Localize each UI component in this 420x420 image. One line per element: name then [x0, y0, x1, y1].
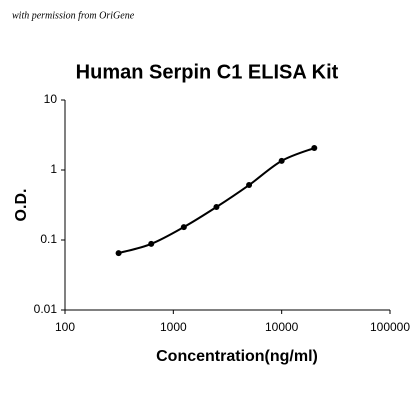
fit-curve — [118, 147, 315, 255]
data-point — [213, 204, 220, 211]
y-tick-label: 10 — [44, 92, 58, 106]
data-point — [311, 145, 318, 152]
annotation: with permission from OriGene — [12, 10, 135, 21]
y-axis-label: O.D. — [13, 189, 30, 222]
data-point — [115, 250, 122, 257]
chart-title: Human Serpin C1 ELISA Kit — [76, 61, 339, 83]
x-tick-label: 10000 — [265, 320, 299, 334]
x-tick-label: 100000 — [370, 320, 410, 334]
y-tick-label: 0.1 — [40, 232, 57, 246]
x-tick-label: 1000 — [160, 320, 187, 334]
data-point — [246, 182, 253, 189]
data-point — [180, 224, 187, 231]
y-tick-label: 1 — [50, 162, 57, 176]
x-tick-label: 100 — [55, 320, 75, 334]
data-point — [278, 157, 285, 164]
data-point — [148, 240, 155, 247]
x-axis-label: Concentration(ng/ml) — [156, 348, 318, 365]
y-tick-label: 0.01 — [34, 302, 58, 316]
